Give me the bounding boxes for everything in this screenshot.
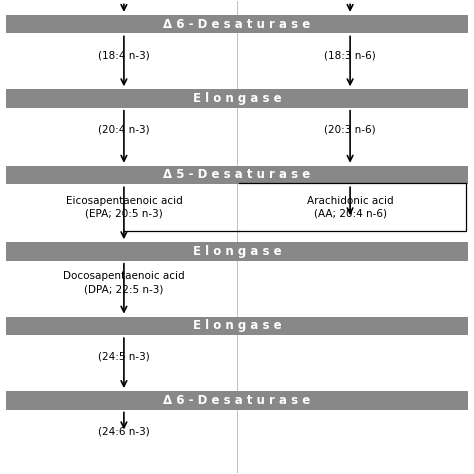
Bar (6, 15, 468, 34)
Bar (6, 391, 468, 410)
Text: E l o n g a s e: E l o n g a s e (193, 245, 281, 258)
Bar (6, 166, 468, 184)
Text: Δ 6 - D e s a t u r a s e: Δ 6 - D e s a t u r a s e (164, 394, 310, 407)
Text: Arachidonic acid
(AA; 20:4 n-6): Arachidonic acid (AA; 20:4 n-6) (307, 196, 393, 219)
Text: (24:5 n-3): (24:5 n-3) (98, 352, 150, 362)
Bar (6, 89, 468, 108)
Text: (20:4 n-3): (20:4 n-3) (98, 125, 150, 135)
Text: E l o n g a s e: E l o n g a s e (193, 92, 281, 105)
Text: Δ 6 - D e s a t u r a s e: Δ 6 - D e s a t u r a s e (164, 18, 310, 31)
Text: Docosapentaenoic acid
(DPA; 22:5 n-3): Docosapentaenoic acid (DPA; 22:5 n-3) (63, 271, 185, 294)
Text: (20:3 n-6): (20:3 n-6) (324, 125, 376, 135)
Bar (6, 317, 468, 335)
Text: (18:4 n-3): (18:4 n-3) (98, 51, 150, 61)
Text: (24:6 n-3): (24:6 n-3) (98, 426, 150, 436)
Text: (18:3 n-6): (18:3 n-6) (324, 51, 376, 61)
Text: Eicosapentaenoic acid
(EPA; 20:5 n-3): Eicosapentaenoic acid (EPA; 20:5 n-3) (65, 196, 182, 219)
Bar (6, 242, 468, 261)
Text: Δ 5 - D e s a t u r a s e: Δ 5 - D e s a t u r a s e (164, 168, 310, 182)
Text: E l o n g a s e: E l o n g a s e (193, 319, 281, 332)
